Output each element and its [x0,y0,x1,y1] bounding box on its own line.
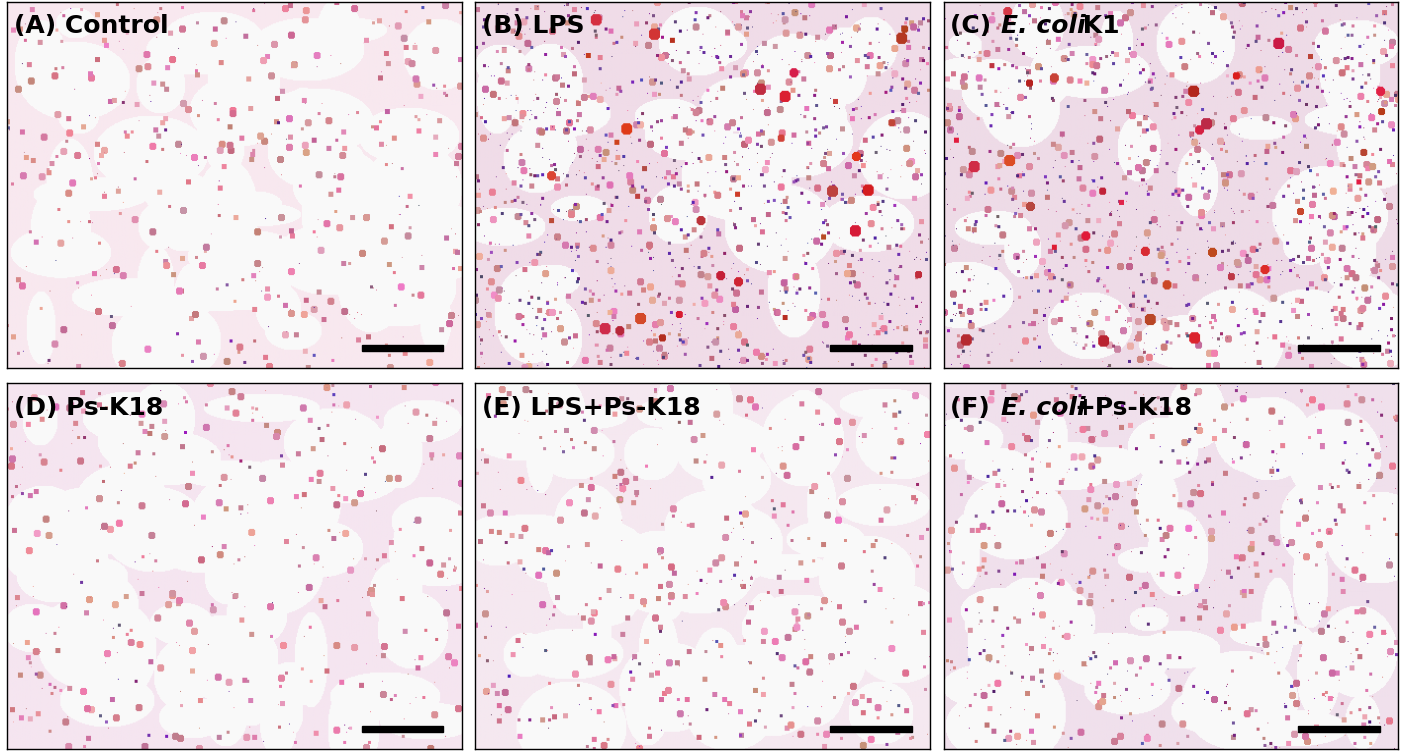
FancyBboxPatch shape [1299,726,1380,733]
Text: E. coli: E. coli [1002,14,1086,38]
Text: E. coli: E. coli [1002,395,1086,419]
Text: (A) Control: (A) Control [14,14,168,38]
FancyBboxPatch shape [1299,345,1380,351]
FancyBboxPatch shape [829,726,912,733]
FancyBboxPatch shape [361,726,444,733]
Text: (F): (F) [950,395,999,419]
Text: +Ps-K18: +Ps-K18 [1075,395,1192,419]
FancyBboxPatch shape [829,345,912,351]
Text: (C): (C) [950,14,1000,38]
Text: (D) Ps-K18: (D) Ps-K18 [14,395,163,419]
Text: (B) LPS: (B) LPS [482,14,584,38]
Text: (E) LPS+Ps-K18: (E) LPS+Ps-K18 [482,395,700,419]
Text: K1: K1 [1075,14,1119,38]
FancyBboxPatch shape [361,345,444,351]
